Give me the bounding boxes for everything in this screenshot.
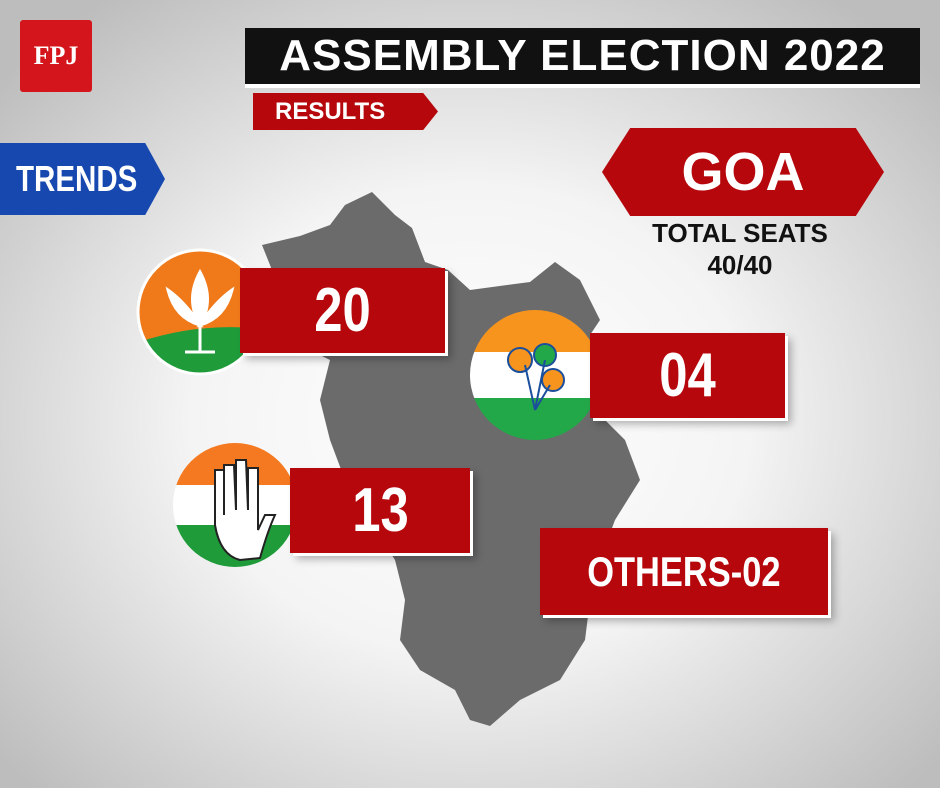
others-text: OTHERS-02 xyxy=(587,547,781,595)
tmc-seats: 04 xyxy=(590,333,785,418)
bjp-seats: 20 xyxy=(240,268,445,353)
total-seats: 40/40 xyxy=(707,250,773,280)
tmc-emblem xyxy=(470,310,600,440)
trends-text: TRENDS xyxy=(16,158,138,199)
trends-tag: TRENDS xyxy=(0,143,165,215)
inc-emblem xyxy=(173,443,297,567)
total-seats-label: TOTAL SEATS xyxy=(652,218,828,248)
state-name: GOA xyxy=(602,128,884,216)
seat-count: 04 xyxy=(659,341,716,410)
logo: FPJ xyxy=(20,20,92,92)
seat-count: 13 xyxy=(351,476,409,545)
subtitle: RESULTS xyxy=(253,93,438,130)
others-seats: OTHERS-02 xyxy=(540,528,828,615)
inc-seats: 13 xyxy=(290,468,470,553)
seat-count: 20 xyxy=(314,276,371,345)
title: ASSEMBLY ELECTION 2022 xyxy=(245,28,920,88)
